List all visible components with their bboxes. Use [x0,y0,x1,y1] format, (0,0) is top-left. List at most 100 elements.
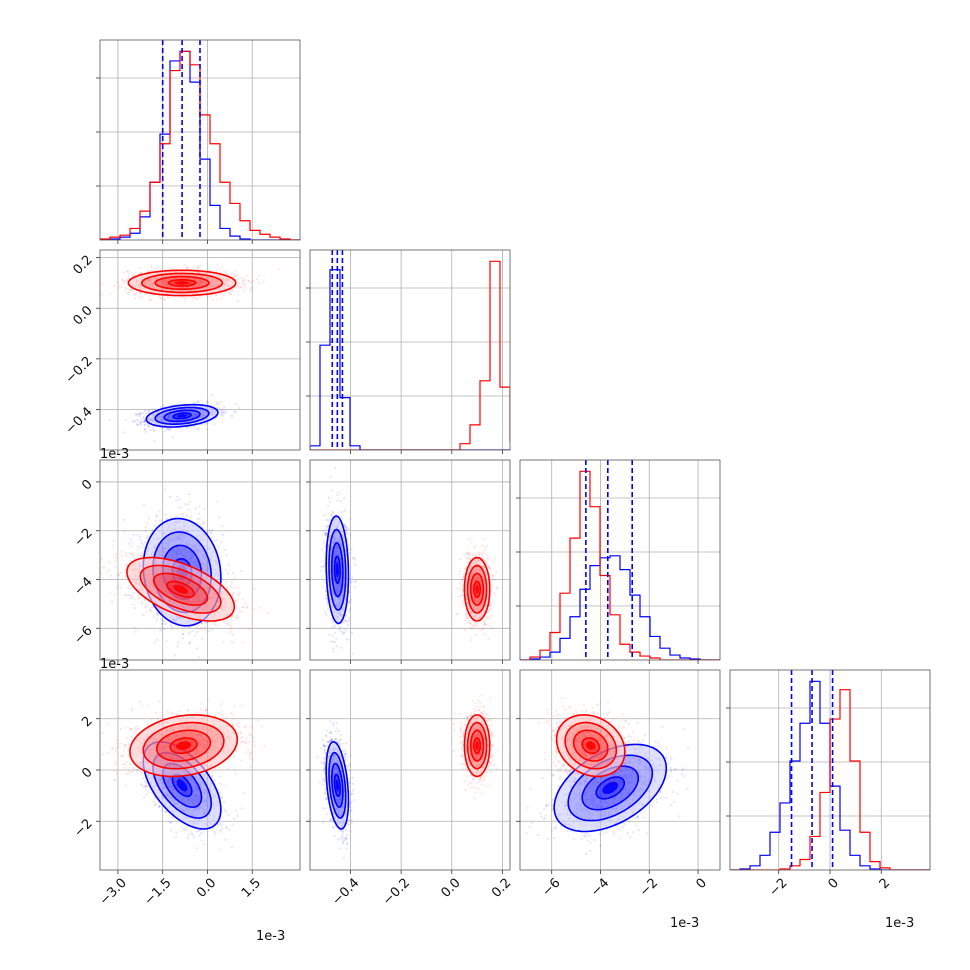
scatter-point [206,531,209,534]
scatter-point [258,606,261,609]
scatter-point [227,572,230,575]
scatter-point [144,525,148,528]
scatter-point [135,418,139,421]
scatter-point [186,503,189,506]
scatter-point [234,275,237,278]
scatter-point [147,424,150,427]
scatter-point [148,411,151,414]
scatter-point [127,585,130,588]
scatter-point [169,266,172,269]
scatter-point [160,297,163,300]
scatter-content [100,263,281,442]
scatter-point [267,612,270,615]
scatter-point [124,594,127,598]
scatter-point [216,263,219,266]
scatter-point [100,572,103,575]
scatter-point [227,273,230,276]
scatter-point [156,638,159,641]
scatter-point [197,265,200,268]
scatter-point [178,401,181,404]
scatter-point [199,264,202,267]
scatter-point [148,294,151,298]
scatter-point [221,414,224,417]
scatter-point [142,545,146,548]
density-core [174,281,190,285]
scatter-point [203,423,207,426]
scatter-point [227,563,230,566]
scatter-point [216,500,219,503]
scatter-point [175,615,178,618]
scatter-point [207,400,210,403]
scatter-point [196,266,199,269]
scatter-point [185,663,187,665]
scatter-point [223,548,226,551]
scatter-point [229,293,232,296]
scatter-point [171,436,175,439]
scatter-point [138,415,141,418]
scatter-point [140,554,143,558]
scatter-point [203,508,207,511]
scatter-point [112,539,115,542]
scatter-point [133,626,136,629]
scatter-point [195,297,198,300]
scatter-point [222,269,225,272]
scatter-point [139,291,142,294]
scatter-point [214,294,217,297]
scatter-point [149,610,152,613]
scatter-point [258,282,261,285]
scatter-point [171,626,174,629]
scatter-point [146,270,149,273]
scatter-point [205,428,208,431]
scatter-point [196,630,199,634]
scatter-point [136,549,139,552]
scatter-point [152,616,155,619]
scatter-point [229,627,232,631]
scatter-point [181,429,184,432]
scatter-point [206,422,209,425]
histogram-series-0 [520,555,720,660]
scatter-point [198,656,201,659]
scatter-point [108,561,111,564]
scatter-point [213,539,216,542]
scatter-point [183,300,186,303]
scatter-point [96,561,98,563]
scatter-point [138,291,141,294]
scatter-point [225,410,228,413]
scatter-point [124,593,127,596]
scatter-point [196,297,200,300]
scatter-point [178,427,181,430]
scatter-point [209,295,212,298]
scatter-point [211,628,214,632]
scatter-point [198,524,201,527]
scatter-point [126,275,130,279]
scatter-point [197,624,200,627]
scatter-point [200,621,203,625]
scatter-point [218,411,221,414]
scatter-point [247,280,250,283]
scatter-point [225,270,228,273]
scatter-point [216,406,219,410]
histogram-frame-2 [519,459,721,661]
scatter-point [153,524,156,527]
scatter-point [250,287,253,290]
scatter-point [163,622,166,626]
scatter-point [180,506,183,509]
scatter-point [161,427,164,430]
scatter-point [225,622,228,625]
scatter-point [228,292,231,295]
scatter-point [150,553,153,556]
scatter-point [136,423,139,426]
scatter-point [124,286,127,289]
scatter-point [127,542,130,545]
scatter-point [125,279,128,282]
scatter-point [248,628,251,631]
scatter-point [138,535,141,538]
histogram-frame-3 [729,669,931,871]
scatter-point [144,420,147,423]
scatter-point [210,393,213,396]
scatter-point [188,501,191,504]
scatter-point [238,592,241,595]
scatter-point [146,536,149,540]
scatter-point [116,573,119,576]
scatter-point [127,587,130,590]
